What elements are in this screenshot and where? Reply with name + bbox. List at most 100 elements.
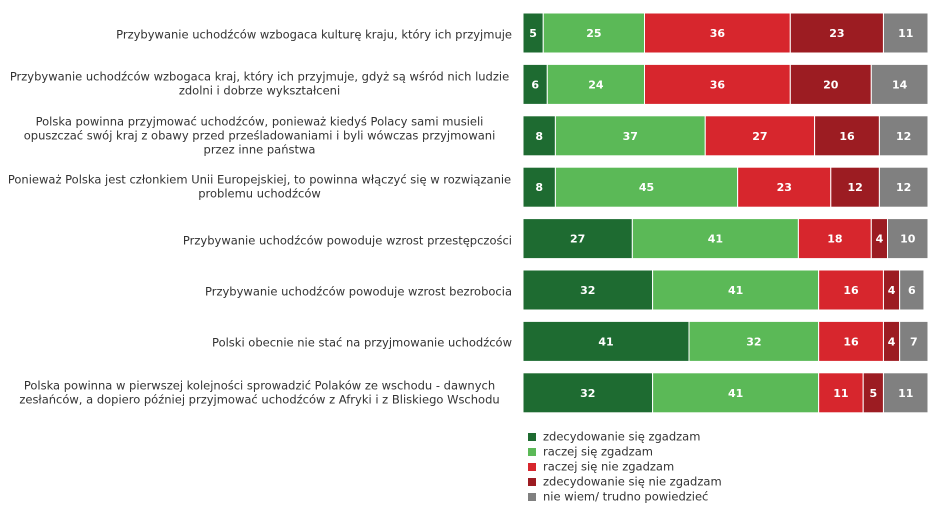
data-label: 23 [829, 27, 844, 40]
data-label: 45 [639, 181, 654, 194]
legend-label: zdecydowanie się zgadzam [543, 430, 700, 444]
bar-segment [522, 218, 633, 260]
bar-segment [522, 320, 690, 362]
category-label-box: Polska powinna przyjmować uchodźców, pon… [7, 114, 512, 157]
category-label: Przybywanie uchodźców powoduje wzrost pr… [182, 233, 512, 248]
category-label: Przybywanie uchodźców wzbogaca kulturę k… [116, 27, 512, 42]
legend-swatch [528, 493, 536, 501]
data-label: 32 [746, 335, 761, 348]
category-label-box: Przybywanie uchodźców powoduje wzrost pr… [7, 229, 512, 248]
category-label: Polska powinna w pierwszej kolejności sp… [19, 378, 500, 407]
data-label: 16 [839, 130, 855, 143]
category-label-box: Przybywanie uchodźców powoduje wzrost be… [7, 281, 512, 300]
data-label: 5 [869, 387, 877, 400]
bar-segment [554, 166, 739, 208]
bar-segment [878, 166, 928, 208]
category-label: Przybywanie uchodźców powoduje wzrost be… [205, 284, 512, 299]
data-label: 6 [531, 78, 539, 91]
bar-segment [899, 269, 925, 311]
bar-segment [870, 63, 928, 105]
data-label: 6 [908, 284, 916, 297]
data-label: 41 [708, 233, 723, 246]
data-label: 41 [598, 335, 613, 348]
data-label: 4 [888, 335, 896, 348]
legend-label: zdecydowanie się nie zgadzam [543, 475, 722, 489]
category-label-box: Ponieważ Polska jest członkiem Unii Euro… [7, 173, 512, 202]
data-label: 23 [777, 181, 792, 194]
bar-segment [688, 320, 820, 362]
bar-segment [631, 218, 799, 260]
data-label: 41 [728, 284, 743, 297]
category-label-box: Polska powinna w pierwszej kolejności sp… [7, 378, 512, 407]
bar-segment [644, 12, 791, 54]
bar-segment [899, 320, 928, 362]
bar-segment [818, 372, 864, 414]
bar-segment [878, 115, 928, 157]
data-label: 11 [898, 27, 913, 40]
data-label: 27 [752, 130, 767, 143]
bar-segment [887, 218, 928, 260]
data-label: 8 [535, 130, 543, 143]
bar-segment [830, 166, 880, 208]
category-label-box: Polski obecnie nie stać na przyjmowanie … [7, 332, 512, 351]
bar-segment [522, 372, 654, 414]
category-label: Przybywanie uchodźców wzbogaca kraj, któ… [9, 69, 510, 98]
legend-label: raczej się zgadzam [543, 445, 653, 459]
data-label: 36 [710, 78, 726, 91]
legend-swatch [528, 478, 536, 486]
category-label-box: Przybywanie uchodźców wzbogaca kraj, któ… [7, 70, 512, 99]
legend-label: raczej się nie zgadzam [543, 460, 674, 474]
bar-segment [522, 115, 556, 157]
legend-swatch [528, 448, 536, 456]
data-label: 12 [896, 130, 911, 143]
bar-segment [546, 63, 645, 105]
data-label: 5 [529, 27, 537, 40]
legend-label: nie wiem/ trudno powiedzieć [543, 490, 708, 504]
data-label: 11 [833, 387, 848, 400]
category-label-box: Przybywanie uchodźców wzbogaca kulturę k… [7, 24, 512, 43]
data-label: 20 [823, 78, 839, 91]
bar-segment [554, 115, 706, 157]
data-label: 7 [910, 335, 918, 348]
data-label: 8 [535, 181, 543, 194]
data-label: 18 [827, 233, 842, 246]
data-label: 37 [623, 130, 638, 143]
data-label: 32 [580, 284, 595, 297]
bar-segment [652, 269, 820, 311]
bar-segment [818, 320, 884, 362]
category-label: Ponieważ Polska jest członkiem Unii Euro… [7, 172, 512, 201]
legend-swatch [528, 433, 536, 441]
bar-segment [882, 372, 928, 414]
bar-segment [814, 115, 880, 157]
data-label: 24 [588, 78, 604, 91]
bar-segment [789, 63, 872, 105]
bar-segment [652, 372, 820, 414]
data-label: 12 [896, 181, 911, 194]
data-label: 16 [843, 284, 859, 297]
data-label: 27 [570, 233, 585, 246]
bar-segment [818, 269, 884, 311]
data-label: 32 [580, 387, 595, 400]
bar-segment [789, 12, 884, 54]
data-label: 12 [847, 181, 862, 194]
bar-segment [644, 63, 791, 105]
bar-segment [522, 269, 654, 311]
data-label: 14 [892, 78, 908, 91]
data-label: 4 [876, 233, 884, 246]
data-label: 16 [843, 335, 859, 348]
bar-segment [882, 12, 928, 54]
category-label: Polska powinna przyjmować uchodźców, pon… [23, 114, 496, 157]
legend-swatch [528, 463, 536, 471]
data-label: 25 [586, 27, 601, 40]
data-label: 4 [888, 284, 896, 297]
category-label: Polski obecnie nie stać na przyjmowanie … [212, 335, 512, 350]
data-label: 11 [898, 387, 913, 400]
data-label: 41 [728, 387, 743, 400]
bar-segment [542, 12, 645, 54]
bar-segment [797, 218, 872, 260]
data-label: 36 [710, 27, 726, 40]
bar-segment [704, 115, 816, 157]
data-label: 10 [900, 233, 916, 246]
